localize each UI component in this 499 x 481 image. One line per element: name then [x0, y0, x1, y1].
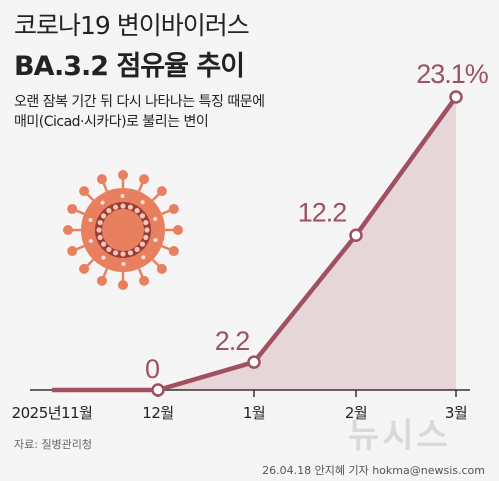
virus-rna-dot	[127, 250, 134, 256]
subtitle-line2: 매미(Cicad·시카다)로 불리는 변이	[14, 114, 209, 130]
virus-surface-dot	[88, 238, 93, 243]
subtitle-line1: 오랜 잠복 기간 뒤 다시 나타나는 특징 때문에	[14, 94, 265, 110]
x-tick-label: 2025년11월	[12, 404, 93, 422]
virus-spike-tip	[67, 246, 78, 257]
virus-spike-tip	[79, 186, 90, 197]
virus-spike-tip	[118, 280, 128, 290]
virus-spike-tip	[168, 203, 179, 214]
credit-note: 26.04.18 안지혜 기자 hokma@newsis.com	[262, 464, 485, 477]
x-axis-ticks	[157, 390, 457, 397]
data-label: 23.1%	[416, 59, 489, 89]
data-label: 12.2	[298, 197, 347, 227]
virus-rna-dot	[143, 234, 149, 241]
data-label: 2.2	[215, 326, 250, 356]
data-label: 0	[145, 354, 159, 384]
data-point	[449, 90, 463, 104]
x-tick-label: 3월	[445, 404, 467, 422]
data-point	[247, 355, 261, 369]
x-tick-label: 1월	[243, 404, 265, 422]
chart-subtitle: 오랜 잠복 기간 뒤 다시 나타나는 특징 때문에 매미(Cicad·시카다)로…	[14, 92, 265, 132]
chart-value-labels: 0 2.2 12.2 23.1%	[145, 59, 490, 384]
data-point	[151, 383, 165, 397]
source-note: 자료: 질병관리청	[14, 438, 93, 451]
virus-spike-tip	[139, 174, 150, 185]
watermark-logo: 뉴시스	[348, 416, 451, 456]
virus-rna-dot	[100, 241, 107, 247]
chart-points	[151, 90, 463, 397]
chart-title-line1: 코로나19 변이바이러스	[14, 11, 250, 40]
virus-inner	[102, 209, 144, 251]
virus-surface-dot	[88, 217, 93, 222]
virus-spike-tip	[67, 203, 78, 214]
virus-spike-tip	[139, 275, 150, 286]
virus-spike-tip	[118, 170, 128, 180]
virus-rna-dot	[96, 227, 102, 233]
virus-rna-dot	[112, 204, 119, 210]
virus-rna-dot	[134, 246, 140, 253]
virus-spike-tip	[96, 174, 107, 185]
virus-rna-dot	[134, 207, 140, 214]
virus-spike-tip	[96, 275, 107, 286]
virus-rna-dot	[120, 251, 126, 257]
data-point	[349, 228, 363, 243]
virus-rna-dot	[106, 246, 112, 253]
virus-rna-dot	[97, 234, 103, 241]
x-tick-label: 2월	[345, 404, 367, 422]
virus-surface-dot	[100, 200, 105, 205]
virus-spike-tip	[168, 246, 179, 257]
virus-surface-dot	[101, 255, 106, 260]
virus-spike-tip	[156, 263, 167, 274]
virus-surface-dot	[141, 255, 146, 260]
virus-surface-dot	[140, 200, 145, 205]
virus-rna-dot	[112, 250, 119, 256]
virus-spike-tip	[63, 225, 73, 235]
virus-rna-dot	[144, 227, 150, 233]
virus-rna-dot	[139, 241, 146, 247]
chart-title-line2: BA.3.2 점유율 추이	[14, 51, 245, 82]
virus-spike-tip	[156, 186, 167, 197]
x-axis-tick-labels: 2025년11월 12월 1월 2월 3월	[12, 404, 468, 422]
x-tick-label: 12월	[142, 404, 173, 422]
virus-rna-dot	[120, 203, 126, 209]
virus-surface-dot	[120, 194, 125, 199]
virus-rna-dot	[139, 213, 146, 219]
virus-icon	[63, 170, 183, 290]
virus-surface-dot	[153, 238, 158, 243]
chart-area-fill	[52, 97, 456, 390]
virus-spike-tip	[79, 263, 90, 274]
virus-surface-dot	[121, 261, 126, 266]
virus-rna-dot	[106, 207, 112, 214]
virus-rna-dot	[97, 219, 103, 226]
virus-spike-tip	[173, 225, 183, 235]
virus-rna-dot	[143, 219, 149, 226]
virus-rna-dot	[127, 204, 134, 210]
virus-rna-dot	[100, 213, 107, 219]
virus-surface-dot	[153, 217, 158, 222]
